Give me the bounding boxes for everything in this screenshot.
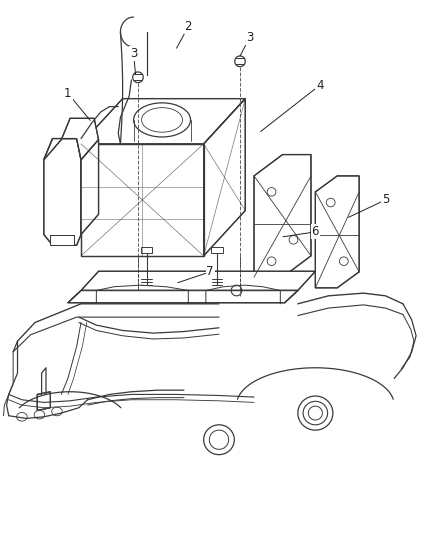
Polygon shape	[204, 99, 245, 256]
Text: 1: 1	[64, 87, 72, 100]
Text: 3: 3	[130, 47, 137, 60]
Text: 7: 7	[206, 265, 214, 278]
Text: 6: 6	[311, 225, 319, 238]
Polygon shape	[81, 271, 315, 290]
Polygon shape	[68, 290, 298, 303]
Polygon shape	[315, 176, 359, 288]
Polygon shape	[81, 140, 99, 235]
Polygon shape	[81, 144, 204, 256]
Polygon shape	[254, 155, 311, 277]
Text: 2: 2	[184, 20, 192, 33]
Text: 3: 3	[246, 31, 253, 44]
Polygon shape	[50, 235, 74, 245]
Polygon shape	[37, 392, 50, 410]
Polygon shape	[141, 247, 152, 253]
Text: 4: 4	[316, 79, 324, 92]
Polygon shape	[211, 247, 223, 253]
Polygon shape	[44, 118, 99, 160]
Polygon shape	[81, 99, 245, 144]
Polygon shape	[44, 139, 81, 245]
Text: 5: 5	[382, 193, 389, 206]
